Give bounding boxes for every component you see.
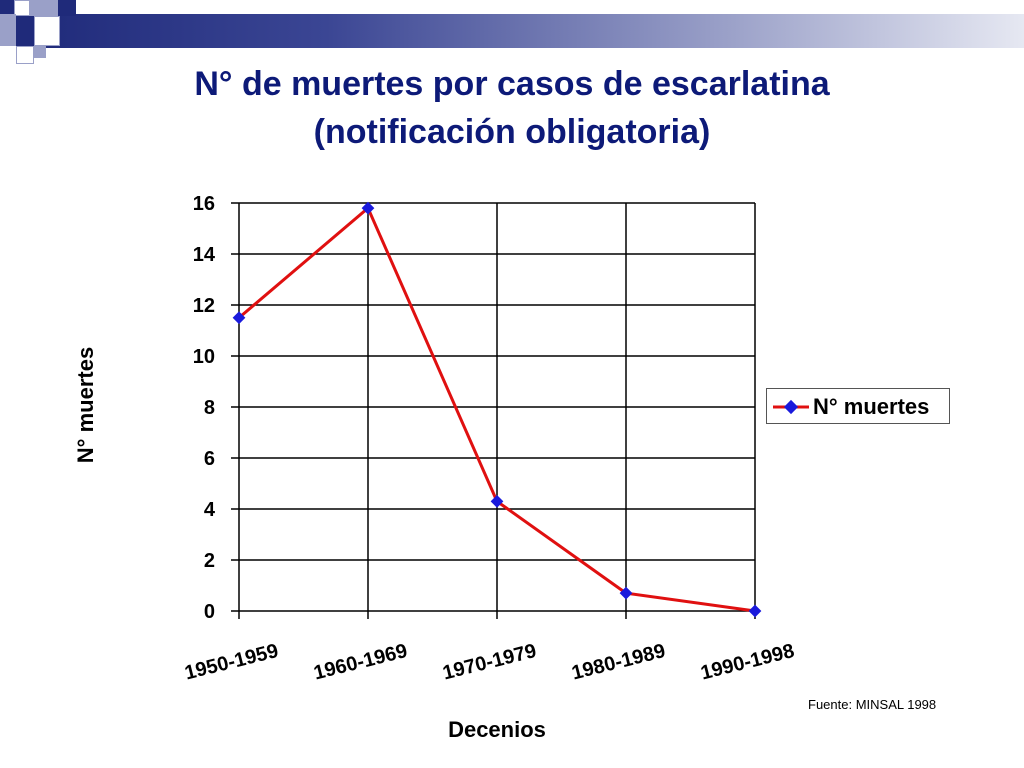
- y-tick-label: 0: [204, 601, 215, 623]
- legend-label: N° muertes: [813, 394, 930, 419]
- y-tick-label: 14: [193, 244, 216, 266]
- legend-marker: [783, 399, 799, 415]
- deco-square: [58, 0, 76, 16]
- x-tick-label: 1980-1989: [569, 640, 667, 684]
- x-tick-label: 1970-1979: [440, 640, 538, 684]
- deco-square: [0, 14, 16, 46]
- x-axis-title: Decenios: [448, 717, 546, 742]
- page-subtitle: (notificación obligatoria): [313, 113, 711, 151]
- y-tick-label: 2: [204, 550, 215, 572]
- x-tick-label: 1960-1969: [311, 640, 409, 684]
- y-tick-label: 12: [193, 295, 215, 317]
- source-note: Fuente: MINSAL 1998: [808, 697, 937, 712]
- y-tick-label: 4: [204, 499, 216, 521]
- deco-square: [16, 16, 34, 46]
- y-tick-label: 16: [193, 193, 215, 215]
- deco-square: [34, 16, 60, 46]
- data-point: [748, 604, 762, 618]
- x-tick-label: 1950-1959: [182, 640, 280, 684]
- deco-square: [30, 0, 58, 16]
- y-tick-label: 6: [204, 448, 215, 470]
- x-tick-label: 1990-1998: [698, 640, 796, 684]
- chart-legend: N° muertes: [766, 388, 950, 424]
- header-gradient-bar: [28, 14, 1024, 48]
- deco-square: [34, 46, 46, 58]
- page-title: N° de muertes por casos de escarlatina: [194, 65, 830, 103]
- y-tick-label: 10: [193, 346, 215, 368]
- deco-square: [0, 0, 14, 14]
- deco-square: [16, 46, 34, 64]
- data-point: [361, 201, 375, 215]
- y-tick-label: 8: [204, 397, 215, 419]
- data-point: [490, 494, 504, 508]
- deco-square: [14, 0, 30, 16]
- legend-swatch: [773, 399, 809, 415]
- data-point: [232, 311, 246, 325]
- y-axis-title: N° muertes: [73, 347, 98, 463]
